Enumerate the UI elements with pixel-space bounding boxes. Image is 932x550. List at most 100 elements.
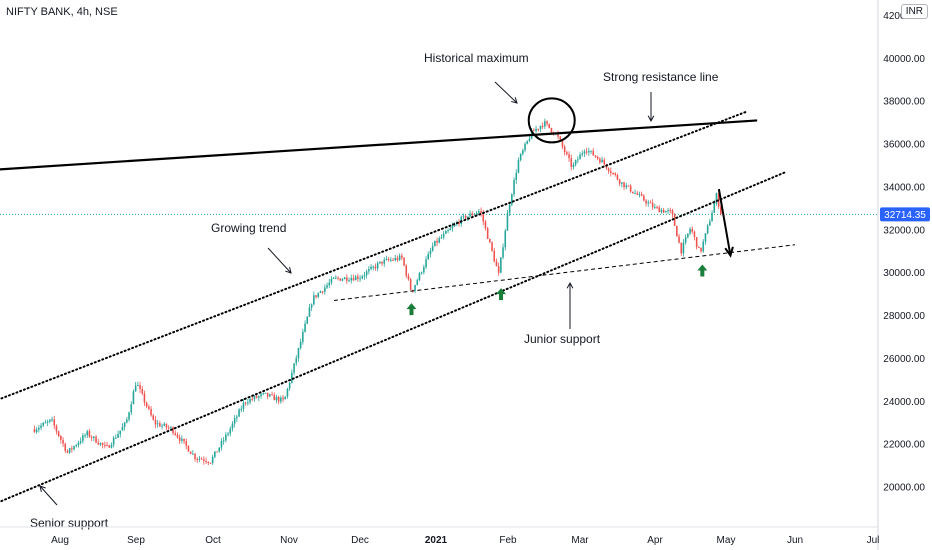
candle-body (266, 392, 269, 397)
candle-body (357, 276, 359, 279)
candle-body (623, 182, 625, 188)
candle-body (324, 287, 326, 292)
candle-body (229, 428, 232, 434)
candle-body (178, 437, 181, 441)
candle-body (398, 255, 401, 260)
candle-body (709, 221, 711, 226)
candle-body (44, 422, 47, 424)
candle-body (475, 212, 478, 215)
candle-body (264, 392, 267, 394)
candle-body (308, 307, 311, 317)
candle-body (471, 213, 474, 216)
candle-body (524, 143, 526, 151)
candle-body (310, 304, 313, 308)
candle-body (363, 275, 366, 277)
candle-body (506, 213, 509, 231)
candle-body (508, 204, 511, 214)
candle-body (484, 221, 487, 229)
candle-body (420, 272, 423, 274)
candle-body (97, 442, 100, 445)
time-tick-label: Sep (127, 535, 145, 546)
candle-body (706, 225, 709, 234)
candle-body (123, 422, 126, 427)
candle-body (352, 278, 355, 281)
candle-body (489, 238, 491, 243)
candle-body (667, 210, 669, 212)
candle-body (315, 295, 317, 297)
candle-body (414, 284, 416, 291)
candle-body (93, 436, 95, 438)
candle-body (99, 442, 102, 445)
solid-trend-line (0, 119, 758, 171)
candle-body (570, 158, 573, 167)
candle-body (291, 372, 293, 383)
candle-body (55, 425, 58, 432)
candle-body (341, 279, 344, 281)
candle-body (405, 265, 408, 276)
candle-body (73, 446, 75, 450)
candle-body (563, 146, 566, 153)
candle-body (519, 153, 522, 161)
support-up-arrow-icon (697, 264, 708, 277)
candle-body (220, 441, 223, 448)
candle-body (559, 136, 562, 141)
candle-body (482, 212, 485, 222)
candle-body (38, 427, 40, 430)
candle-body (222, 440, 225, 442)
candle-body (49, 419, 51, 422)
candle-body (638, 194, 641, 196)
candle-body (101, 442, 104, 445)
candle-body (429, 250, 432, 255)
candle-body (253, 396, 256, 400)
candle-body (174, 433, 177, 435)
candle-body (442, 233, 445, 238)
trend-lines (0, 110, 796, 503)
candle-body (165, 423, 168, 428)
candle-body (148, 406, 150, 409)
currency-badge[interactable]: INR (900, 4, 928, 19)
candle-body (192, 453, 194, 455)
candle-body (163, 423, 166, 426)
candle-body (700, 247, 702, 252)
candle-body (288, 382, 291, 389)
candle-body (647, 202, 650, 204)
candle-body (451, 226, 454, 229)
candle-body (513, 179, 515, 195)
candle-body (121, 426, 124, 431)
candle-body (374, 266, 377, 269)
candle-body (616, 174, 619, 180)
candle-body (632, 191, 634, 194)
candle-body (176, 434, 179, 438)
candle-body (84, 435, 86, 437)
time-axis[interactable]: Aug Sep Oct Nov Dec 2021 Feb Mar Apr May Jun Jul (51, 535, 879, 546)
candle-body (403, 257, 405, 266)
growing-trend-pointer-head (285, 267, 292, 274)
candle-body (585, 151, 588, 153)
candle-body (522, 150, 524, 154)
candle-body (539, 125, 542, 129)
candle-body (304, 323, 306, 332)
candle-body (577, 159, 579, 161)
candle-body (610, 171, 612, 173)
candle-body (88, 431, 91, 437)
candle-body (216, 451, 218, 453)
candle-body (458, 222, 460, 224)
candle-body (473, 214, 476, 216)
candle-body (273, 394, 276, 401)
candle-body (372, 266, 375, 268)
candle-body (654, 206, 656, 208)
candle-body (218, 447, 221, 452)
annotations: Historical maximum Strong resistance line… (30, 51, 719, 530)
candle-body (511, 194, 513, 205)
junior-support-label: Junior support (524, 332, 601, 346)
candle-body (645, 200, 647, 204)
candle-body (189, 451, 192, 454)
candle-body (715, 193, 718, 204)
time-tick-label: Oct (205, 535, 221, 546)
price-tick-label: 28000.00 (883, 311, 925, 322)
candle-body (682, 242, 685, 254)
candle-body (79, 441, 82, 443)
candle-body (247, 402, 249, 404)
candle-body (185, 441, 188, 446)
